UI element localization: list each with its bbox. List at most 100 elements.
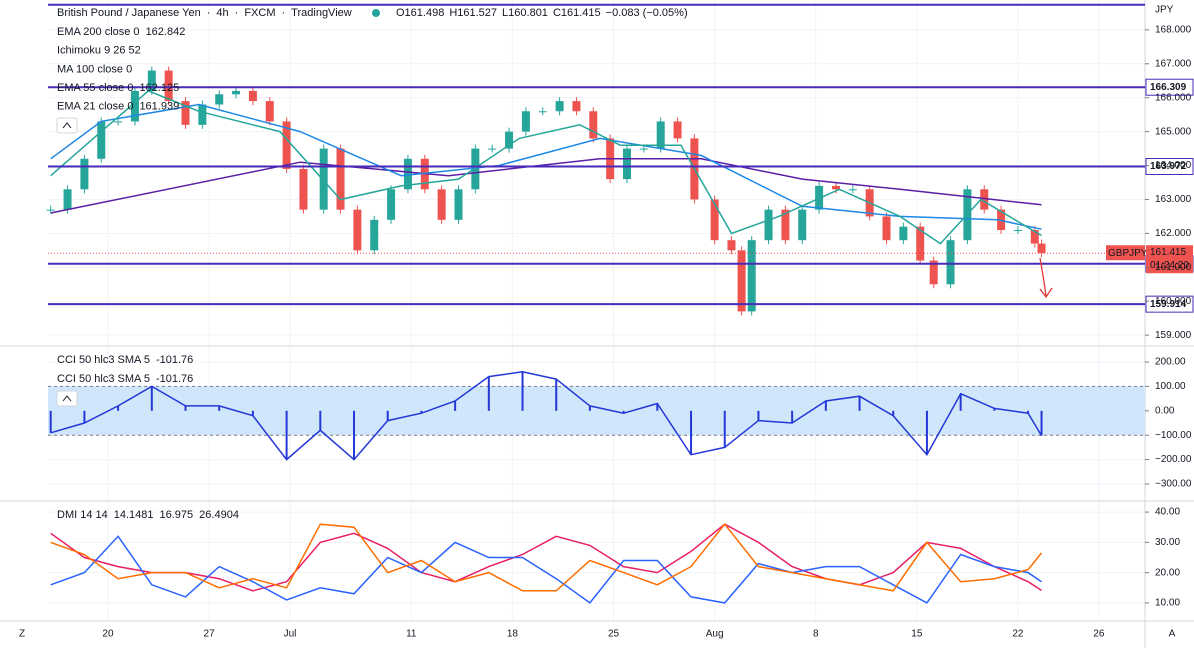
candle <box>1013 230 1022 231</box>
candle <box>353 209 362 251</box>
label: TradingView <box>291 7 352 19</box>
candle <box>521 111 530 132</box>
symbol-box <box>1106 245 1145 261</box>
y-tick-label: 163.000 <box>1155 194 1192 205</box>
y-tick-label: 0.00 <box>1155 405 1175 416</box>
y-tick-label: 167.000 <box>1155 58 1192 69</box>
candle <box>130 90 139 122</box>
candle <box>980 189 989 210</box>
y-tick-label: −300.00 <box>1155 479 1192 490</box>
collapse-icon <box>62 122 72 129</box>
label: British Pound / Japanese Yen <box>57 7 201 19</box>
candle <box>639 148 648 150</box>
indicator-line <box>50 90 1042 245</box>
label: · <box>235 7 239 19</box>
indicator-line <box>50 158 1042 214</box>
cci-band <box>48 386 1145 436</box>
indicator-line <box>50 535 1042 604</box>
candle <box>737 250 746 312</box>
legend-entry: CCI 50 hlc3 SMA 5 <box>57 373 150 385</box>
indicator-line <box>50 371 1043 461</box>
plot: 166.309163.972161.104159.914GBPJPY161.41… <box>46 3 1194 604</box>
axis-unit: JPY <box>1155 5 1174 16</box>
y-tick-label: 165.000 <box>1155 126 1192 137</box>
y-tick-label: −200.00 <box>1155 454 1192 465</box>
level-label-box <box>1145 78 1194 96</box>
ohlc-value: L160.801 <box>502 7 548 19</box>
countdown: 01:24:20 <box>1150 260 1189 271</box>
x-tick-label: 20 <box>102 629 114 640</box>
y-tick-label: 168.000 <box>1155 24 1192 35</box>
ohlc-value: C161.415 <box>553 7 601 19</box>
arrow-annotation <box>1039 257 1053 299</box>
candle <box>181 101 190 125</box>
candle <box>265 101 274 122</box>
level-label-box <box>1145 295 1194 313</box>
candle <box>147 70 156 91</box>
y-tick-label: 20.00 <box>1155 567 1180 578</box>
x-tick-label: 15 <box>911 629 923 640</box>
candle <box>538 111 547 113</box>
legend-value: -101.76 <box>156 354 193 366</box>
footer-right[interactable]: A <box>1169 629 1176 640</box>
footer-left[interactable]: Z <box>19 629 25 640</box>
indicator-line <box>50 523 1042 592</box>
y-tick-label: −100.00 <box>1155 430 1192 441</box>
legend-value: 16.975 <box>160 509 194 521</box>
candle <box>198 104 207 125</box>
y-tick-label: 10.00 <box>1155 598 1180 609</box>
x-tick-label: Aug <box>706 629 724 640</box>
candle <box>1030 230 1039 244</box>
legend-entry: EMA 21 close 0 <box>57 101 133 113</box>
candle <box>1037 243 1046 254</box>
candle <box>623 148 632 180</box>
candle <box>248 90 257 102</box>
x-tick-label: 11 <box>406 629 417 640</box>
candle <box>437 189 446 220</box>
legend-entry: EMA 55 close 0 <box>57 82 133 94</box>
legend-value: -101.76 <box>156 373 193 385</box>
x-tick-label: 18 <box>507 629 519 640</box>
candle <box>798 209 807 241</box>
legend-value: 162.125 <box>139 82 179 94</box>
candle <box>882 216 891 241</box>
level-label-box <box>1145 157 1194 175</box>
y-tick-label: 159.000 <box>1155 330 1192 341</box>
candle <box>505 131 514 149</box>
candle <box>673 121 682 139</box>
candle <box>946 240 955 285</box>
candle <box>336 148 345 210</box>
candle <box>114 121 123 123</box>
candle <box>387 189 396 220</box>
candle <box>831 185 840 190</box>
candle <box>46 209 55 211</box>
candle <box>899 226 908 241</box>
legend-entry: EMA 200 close 0 <box>57 26 140 38</box>
candle <box>454 189 463 220</box>
y-tick-label: 200.00 <box>1155 357 1186 368</box>
candle <box>929 260 938 285</box>
ohlc-value: −0.083 (−0.05%) <box>606 7 688 19</box>
legend-entry: DMI 14 14 <box>57 509 108 521</box>
candle <box>232 90 241 95</box>
legend-value: 26.4904 <box>199 509 239 521</box>
candle <box>727 240 736 251</box>
candle <box>97 121 106 159</box>
candle <box>764 209 773 241</box>
candle <box>299 168 308 210</box>
collapse-button[interactable] <box>56 117 78 134</box>
legend-entry: Ichimoku 9 26 52 <box>57 45 141 57</box>
candle <box>215 94 224 105</box>
price-label: 161.415 <box>1150 247 1187 258</box>
y-tick-label: 164.000 <box>1155 160 1192 171</box>
label: 4h <box>216 7 228 19</box>
market-status <box>372 9 380 17</box>
x-tick-label: Jul <box>284 629 297 640</box>
y-tick-label: 161.000 <box>1155 262 1192 273</box>
candle <box>710 199 719 241</box>
collapse-button[interactable] <box>56 390 78 407</box>
y-tick-label: 166.000 <box>1155 92 1192 103</box>
x-tick-label: 22 <box>1012 629 1024 640</box>
